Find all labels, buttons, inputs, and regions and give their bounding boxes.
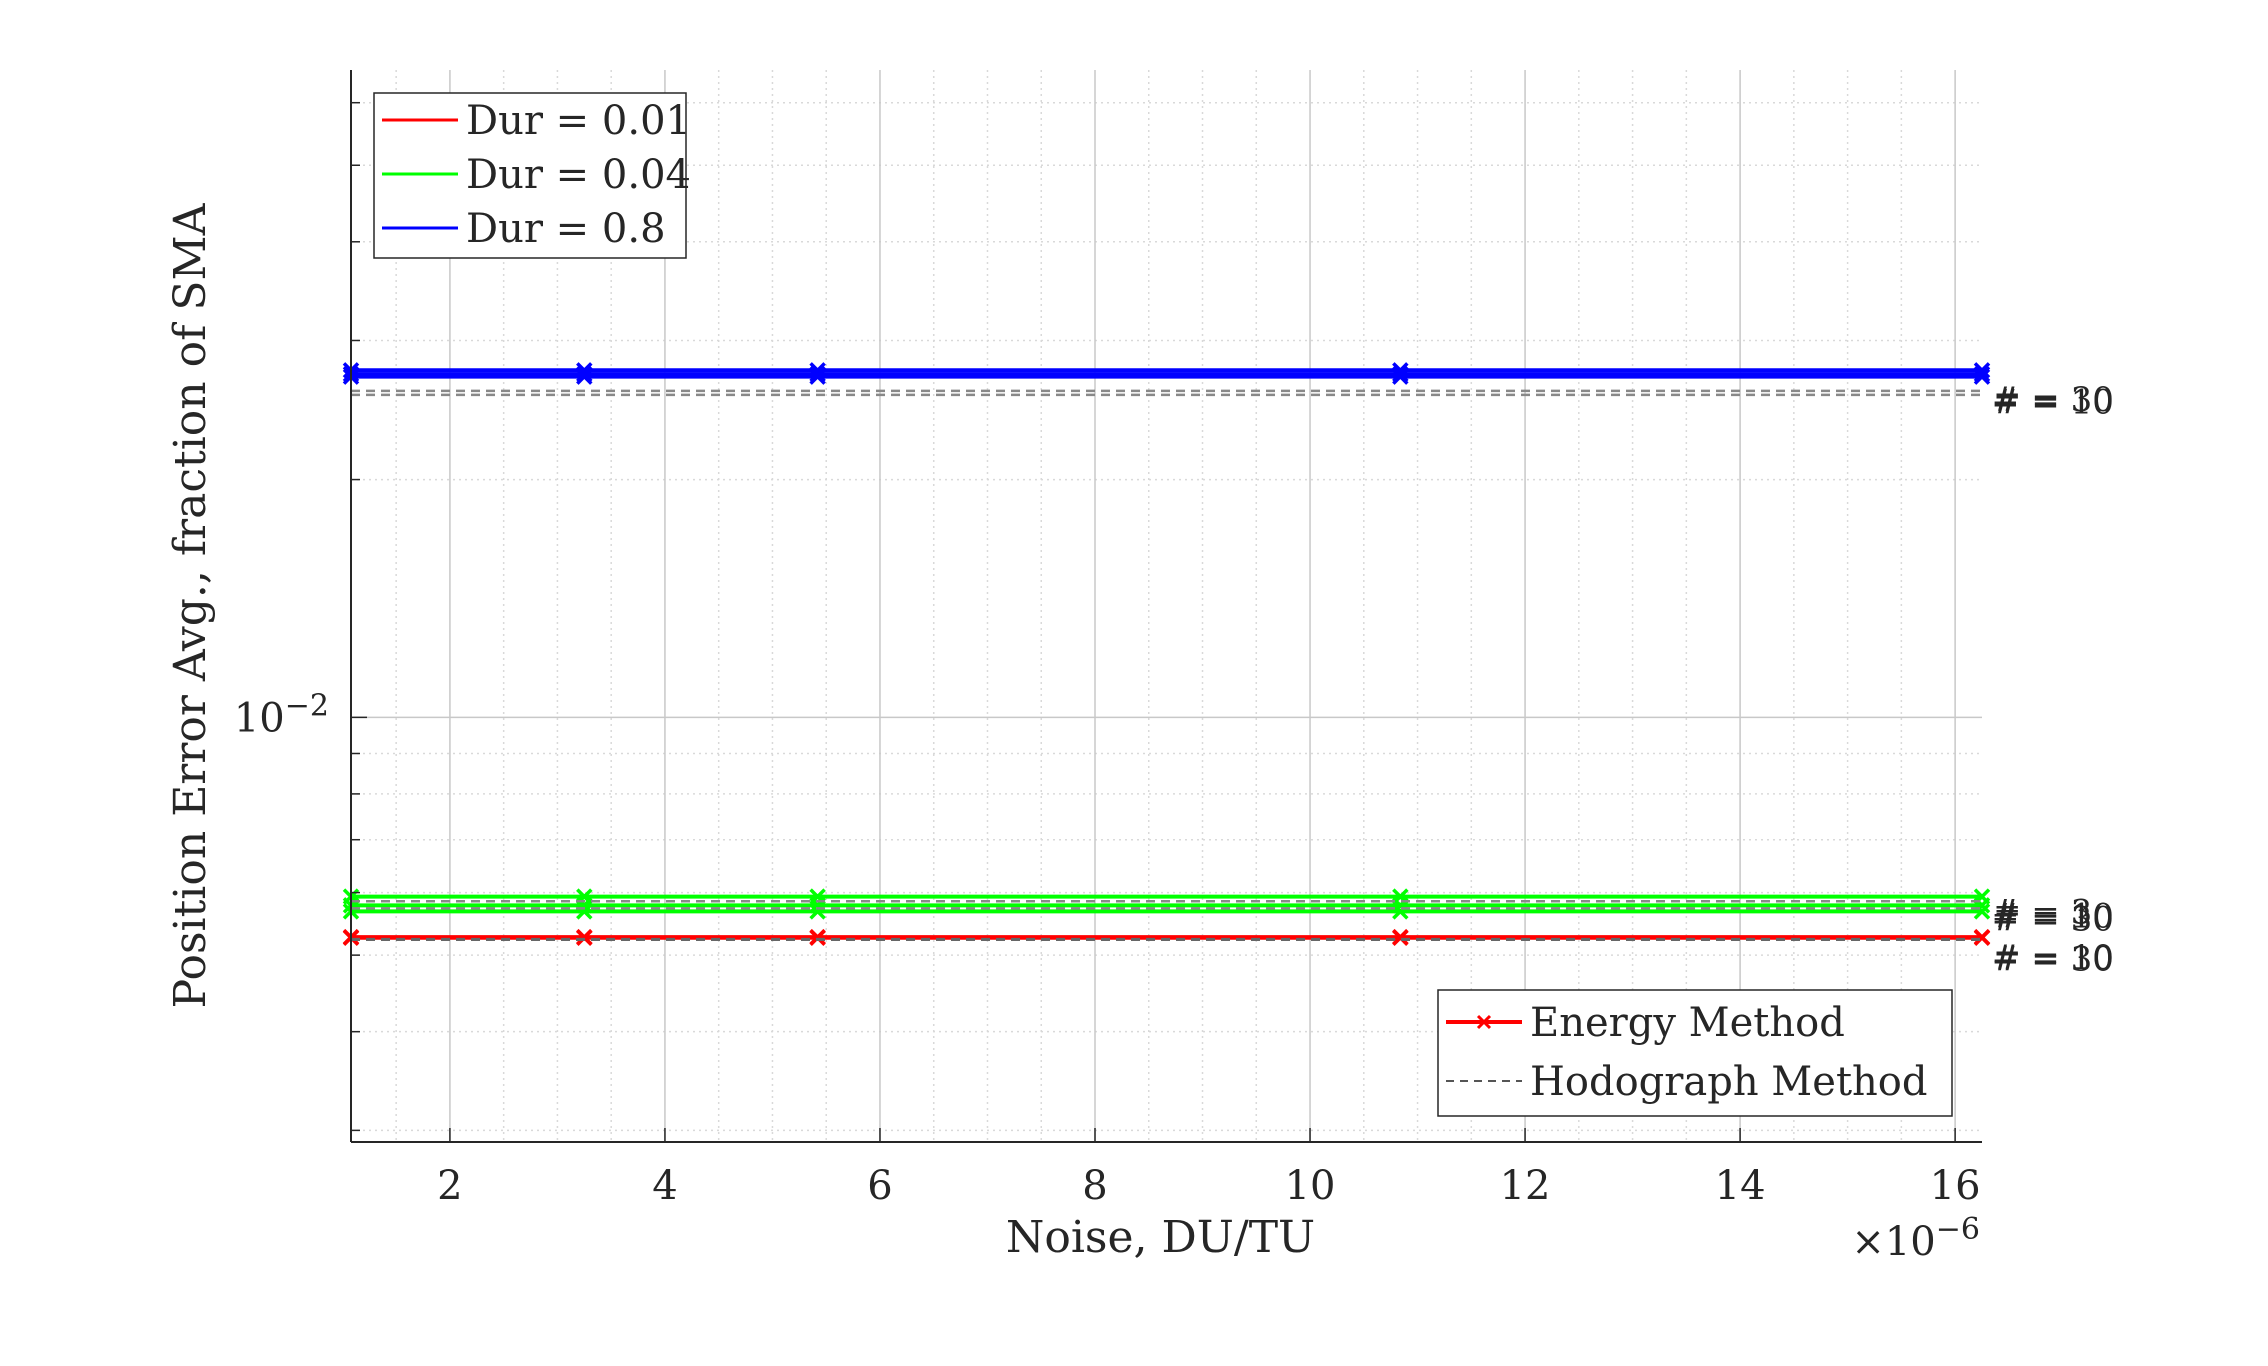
x-tick-label: 12 [1500,1163,1551,1209]
duration-legend-label: Dur = 0.04 [466,152,691,198]
x-axis-label: Noise, DU/TU [1006,1212,1315,1263]
energy-series-marker [1973,903,1991,920]
series-count-label: # = 10 [1992,897,2114,937]
method-legend-box [1437,989,1953,1117]
energy-series-marker [576,929,593,946]
energy-series-marker [576,903,593,920]
x-tick-label: 16 [1930,1163,1981,1209]
energy-series-marker [1392,368,1409,385]
energy-series-marker [1392,365,1409,383]
energy-series-marker [1392,903,1409,920]
x-tick-label: 10 [1285,1163,1336,1209]
energy-series-marker [809,368,826,385]
legend-layer: Dur = 0.01 Dur = 0.04 Dur = 0.8 Energy Meth… [373,92,1953,1117]
x-tick-label: 2 [437,1163,462,1209]
method-legend: Energy Method Hodograph Method [1437,989,1953,1117]
axes-layer [350,70,1982,1143]
series-count-label: # = 30 [1992,380,2114,420]
series-count-label: # = 30 [1992,900,2114,940]
energy-series-marker [809,903,826,920]
series-count-label: # = 30 [1992,940,2114,980]
y-axis-label: Position Error Avg., fraction of SMA [165,202,216,1008]
energy-series-marker [1973,365,1991,383]
duration-legend-label: Dur = 0.8 [466,206,666,252]
method-legend-marker [1476,1014,1492,1030]
method-legend-label: Energy Method [1530,1000,1845,1046]
energy-series-marker [1392,929,1409,946]
energy-series-marker [809,929,826,946]
energy-series-marker [809,365,826,383]
energy-series-marker [576,365,593,383]
energy-series-marker [1973,929,1991,946]
x-tick-label: 14 [1715,1163,1766,1209]
series-count-label: # = 10 [1992,383,2114,423]
x-exponent-label: ×10−6 [1851,1212,1980,1265]
y-tick-label: 10−2 [234,688,329,741]
series-count-label: # = 10 [1992,938,2114,978]
x-tick-label: 4 [652,1163,677,1209]
series-count-label: # = 3 [1992,892,2092,932]
x-tick-label: 6 [867,1163,892,1209]
method-legend-label: Hodograph Method [1530,1059,1927,1105]
x-tick-label: 8 [1082,1163,1107,1209]
energy-series-marker [576,368,593,385]
energy-series-marker [1973,368,1991,385]
duration-legend: Dur = 0.01 Dur = 0.04 Dur = 0.8 [373,92,691,259]
duration-legend-label: Dur = 0.01 [466,98,691,144]
